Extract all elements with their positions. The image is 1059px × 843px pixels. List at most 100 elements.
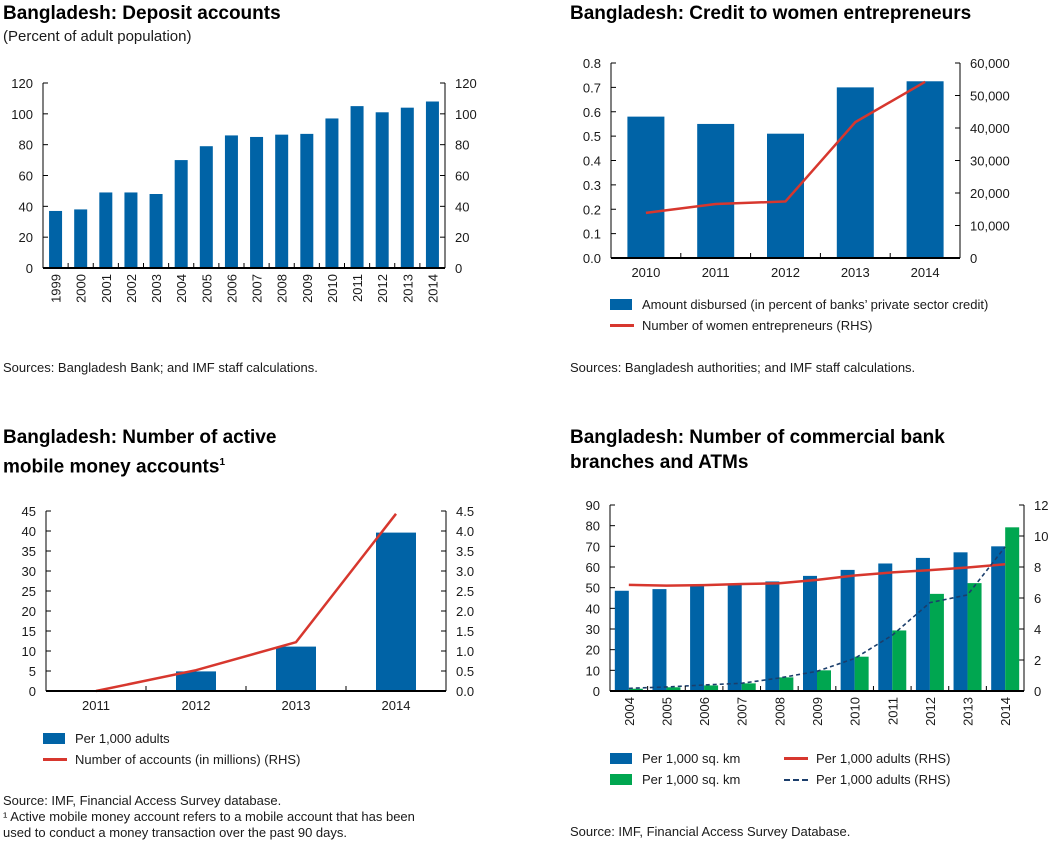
left-axis-tick-label: 30 (586, 622, 600, 637)
right-axis-tick-label: 40,000 (970, 121, 1010, 136)
left-axis-tick-label: 0.0 (583, 251, 601, 266)
mobile-chart-title-text: mobile money accounts (3, 456, 220, 478)
x-tick-label: 2009 (810, 697, 825, 726)
x-tick-label: 2014 (382, 698, 411, 713)
legend-item-per-1000-adults: Per 1,000 adults (43, 731, 170, 746)
mobile-chart-footnote-line1: ¹ Active mobile money account refers to … (3, 809, 415, 824)
left-axis-tick-label: 45 (22, 504, 36, 519)
legend-swatch-blue (610, 753, 632, 764)
legend-label: Per 1,000 adults (RHS) (816, 772, 951, 787)
left-axis-tick-label: 90 (586, 498, 600, 513)
right-axis-tick-label: 4.5 (456, 504, 474, 519)
x-tick-label: 2012 (375, 274, 390, 303)
x-tick-label: 2013 (282, 698, 311, 713)
legend-item-atms-per-adults: Per 1,000 adults (RHS) (784, 772, 950, 787)
right-axis-tick-label: 0 (970, 251, 977, 266)
x-tick-label: 2006 (224, 274, 239, 303)
right-axis-tick-label: 1.5 (456, 624, 474, 639)
bar-2009 (817, 670, 831, 691)
x-tick-label: 2011 (82, 698, 110, 713)
x-tick-label: 2013 (961, 697, 976, 726)
x-tick-label: 2013 (400, 274, 415, 303)
right-axis-tick-label: 10,000 (970, 219, 1010, 234)
bar-2012 (375, 112, 389, 269)
left-axis-tick-label: 70 (586, 539, 600, 554)
x-tick-label: 2014 (911, 265, 940, 280)
bar-2008 (275, 134, 289, 268)
left-axis-tick-label: 5 (29, 664, 36, 679)
legend-item-atms-per-sqkm: Per 1,000 sq. km (610, 772, 740, 787)
bar-2014 (376, 532, 416, 691)
right-axis-tick-label: 30,000 (970, 154, 1010, 169)
bar-2001 (99, 192, 113, 268)
bar-2013 (967, 583, 982, 691)
x-tick-label: 2007 (735, 697, 750, 726)
bar-2006 (224, 135, 238, 268)
left-axis-tick-label: 10 (22, 644, 36, 659)
bar-2005 (666, 687, 681, 691)
left-axis-tick-label: 20 (586, 643, 600, 658)
x-tick-label: 2005 (199, 274, 214, 303)
deposit-chart-title: Bangladesh: Deposit accounts (3, 3, 281, 24)
x-tick-label: 2011 (702, 265, 730, 280)
legend-swatch-red-line (43, 758, 67, 761)
bar-2009 (300, 133, 314, 268)
right-axis-tick-label: 6 (1034, 591, 1041, 606)
bar-2006 (704, 685, 719, 691)
x-tick-label: 2010 (325, 274, 340, 303)
bar-2007 (727, 583, 742, 691)
right-axis-tick-label: 20 (455, 230, 469, 245)
left-axis-tick-label: 0 (593, 684, 600, 699)
bar-2000 (74, 209, 88, 268)
deposit-chart-source: Sources: Bangladesh Bank; and IMF staff … (3, 360, 318, 375)
bar-2002 (124, 192, 138, 268)
left-axis-tick-label: 80 (586, 519, 600, 534)
legend-label: Number of women entrepreneurs (RHS) (642, 318, 873, 333)
right-axis-tick-label: 0 (1034, 684, 1041, 699)
bar-2011 (697, 123, 735, 258)
x-tick-label: 2012 (182, 698, 211, 713)
right-axis-tick-label: 10 (1034, 529, 1048, 544)
right-axis-tick-label: 3.0 (456, 564, 474, 579)
bar-2013 (953, 552, 968, 691)
left-axis-tick-label: 35 (22, 544, 36, 559)
x-tick-label: 2011 (885, 697, 900, 725)
left-axis-tick-label: 100 (11, 107, 33, 122)
bar-2012 (929, 593, 944, 691)
left-axis-tick-label: 60 (19, 169, 33, 184)
bar-2014 (425, 101, 439, 268)
deposit-chart-subtitle: (Percent of adult population) (3, 28, 192, 45)
x-tick-label: 2012 (923, 697, 938, 726)
left-axis-tick-label: 0.7 (583, 80, 601, 95)
bar-2012 (767, 133, 804, 258)
legend-swatch-red-line (610, 324, 634, 327)
bar-2008 (779, 677, 794, 691)
right-axis-tick-label: 2 (1034, 653, 1041, 668)
bar-1999 (49, 210, 63, 268)
mobile-chart-title-line2: mobile money accounts1 (3, 451, 225, 479)
bar-2004 (628, 688, 643, 691)
bar-2013 (276, 646, 316, 691)
bar-2009 (803, 575, 817, 691)
bar-2012 (915, 557, 930, 691)
bar-2014 (1005, 527, 1020, 691)
legend-label: Per 1,000 sq. km (642, 751, 741, 766)
legend-swatch-green (610, 774, 632, 785)
legend-swatch-dashed-line (784, 778, 808, 781)
mobile-chart-title-line1: Bangladesh: Number of active (3, 427, 277, 448)
right-axis-tick-label: 4 (1034, 622, 1041, 637)
x-tick-label: 2004 (622, 697, 637, 726)
credit-chart-title: Bangladesh: Credit to women entrepreneur… (570, 3, 972, 24)
left-axis-tick-label: 20 (19, 230, 33, 245)
legend-item-amount-disbursed: Amount disbursed (in percent of banks’ p… (610, 297, 988, 312)
x-tick-label: 2007 (250, 274, 265, 303)
bar-2011 (892, 630, 907, 691)
branches-chart-title-line2: branches and ATMs (570, 452, 749, 473)
left-axis-tick-label: 0.5 (583, 129, 601, 144)
right-axis-tick-label: 3.5 (456, 544, 474, 559)
left-axis-tick-label: 0 (26, 261, 33, 276)
right-axis-tick-label: 0.0 (456, 684, 474, 699)
